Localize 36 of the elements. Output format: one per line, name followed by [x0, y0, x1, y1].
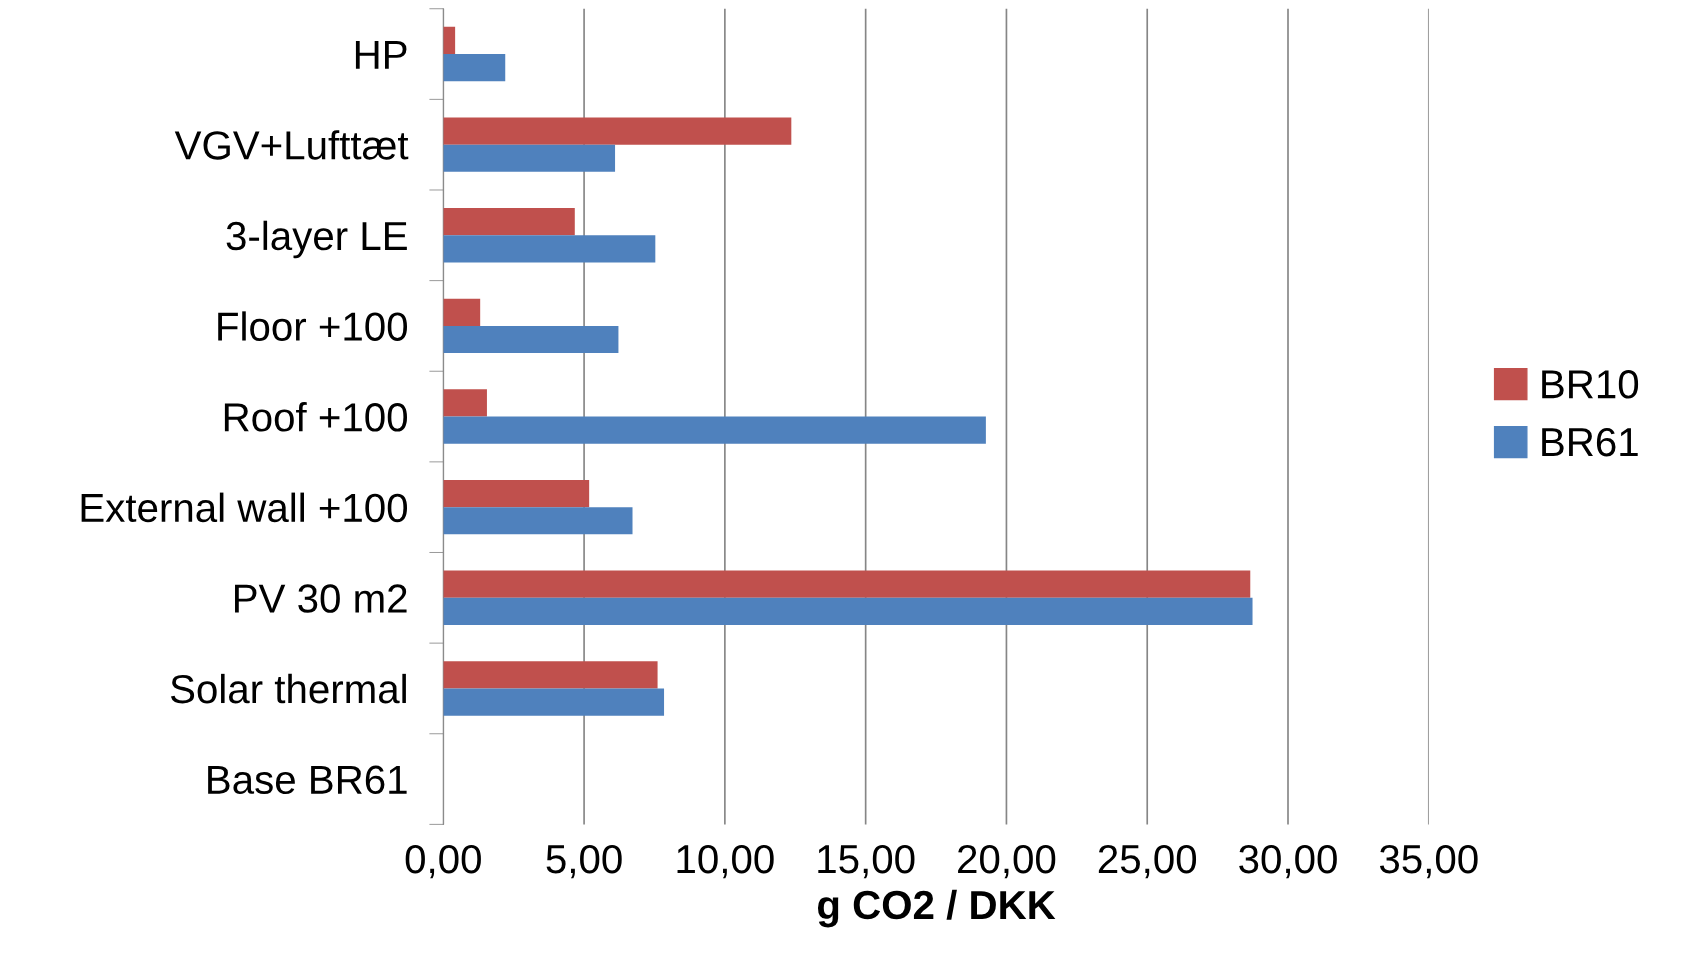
y-tick-label: VGV+Lufttæt	[174, 130, 409, 160]
bar	[443, 26, 456, 55]
bar	[443, 117, 792, 145]
y-tick-label: 3-layer LE	[226, 220, 407, 259]
y-tick-label: External wall +100	[81, 492, 408, 523]
x-tick-label: 35,00	[1379, 844, 1478, 879]
x-tick-label: 30,00	[1239, 844, 1337, 879]
bar	[443, 235, 656, 263]
x-tick-label: 0,00	[405, 844, 481, 879]
y-tick-label: HP	[355, 40, 407, 69]
bar	[443, 144, 616, 172]
bar	[443, 325, 619, 354]
legend-label: BR61	[1542, 427, 1638, 457]
y-tick-label: PV 30 m2	[235, 584, 407, 613]
bar	[443, 389, 487, 417]
x-tick-label: 25,00	[1098, 844, 1197, 879]
bar	[443, 507, 633, 535]
x-axis-title: g CO2 / DKK	[817, 889, 1056, 928]
y-tick-label: Roof +100	[224, 402, 408, 432]
x-tick-label: 15,00	[818, 844, 915, 879]
bar	[443, 661, 658, 689]
bar	[443, 208, 575, 236]
x-tick-label: 20,00	[958, 844, 1056, 879]
bar	[443, 416, 986, 444]
bar	[443, 54, 506, 82]
x-tick-label: 5,00	[546, 844, 622, 879]
bar	[443, 570, 1251, 598]
x-tick-label: 10,00	[677, 844, 774, 879]
bar	[443, 480, 590, 508]
legend-label: BR10	[1542, 370, 1639, 399]
bar	[443, 597, 1253, 625]
y-tick-label: Base BR61	[208, 765, 407, 795]
y-tick-label: Solar thermal	[170, 673, 406, 704]
bar	[443, 688, 665, 716]
y-tick-label: Floor +100	[218, 311, 408, 341]
bar	[443, 298, 481, 326]
